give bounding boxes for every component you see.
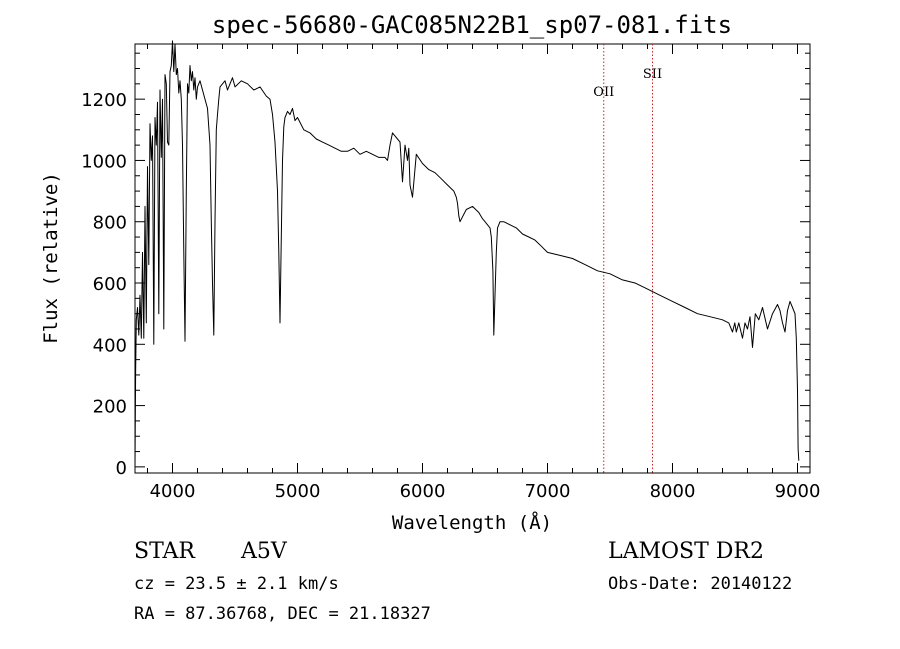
y-tick-label: 400 — [93, 335, 127, 356]
x-tick-label: 8000 — [650, 481, 696, 502]
y-tick-label: 0 — [116, 458, 127, 479]
x-axis-label: Wavelength (Å) — [392, 511, 552, 534]
survey-name: LAMOST DR2 — [608, 539, 764, 564]
spectrum-series-line — [135, 41, 799, 467]
redshift-cz: cz = 23.5 ± 2.1 km/s — [134, 574, 339, 594]
x-tick-label: 6000 — [400, 481, 446, 502]
object-type: STAR — [134, 539, 196, 564]
y-tick-label: 1200 — [81, 90, 127, 111]
coordinates: RA = 87.36768, DEC = 21.18327 — [134, 604, 431, 624]
x-tick-label: 9000 — [775, 481, 821, 502]
marker-label-oii: OII — [593, 85, 614, 100]
y-axis-ticks: 0 200 400 600 800 1000 1200 — [81, 53, 810, 479]
x-tick-label: 7000 — [525, 481, 571, 502]
marker-label-sii: SII — [643, 67, 662, 82]
observation-date: Obs-Date: 20140122 — [608, 574, 792, 594]
y-tick-label: 800 — [93, 213, 127, 234]
spectral-class: A5V — [240, 539, 288, 564]
x-axis-ticks: 4000 5000 6000 7000 8000 9000 — [148, 44, 821, 502]
y-tick-label: 600 — [93, 274, 127, 295]
x-tick-label: 4000 — [150, 481, 196, 502]
spectrum-figure: spec-56680-GAC085N22B1_sp07-081.fits 0 20… — [0, 0, 900, 649]
y-tick-label: 200 — [93, 397, 127, 418]
plot-frame — [135, 44, 810, 473]
y-tick-label: 1000 — [81, 151, 127, 172]
x-tick-label: 5000 — [275, 481, 321, 502]
chart-title: spec-56680-GAC085N22B1_sp07-081.fits — [212, 11, 732, 39]
emission-line-markers: OII SII — [593, 44, 662, 473]
y-axis-label: Flux (relative) — [40, 172, 62, 344]
